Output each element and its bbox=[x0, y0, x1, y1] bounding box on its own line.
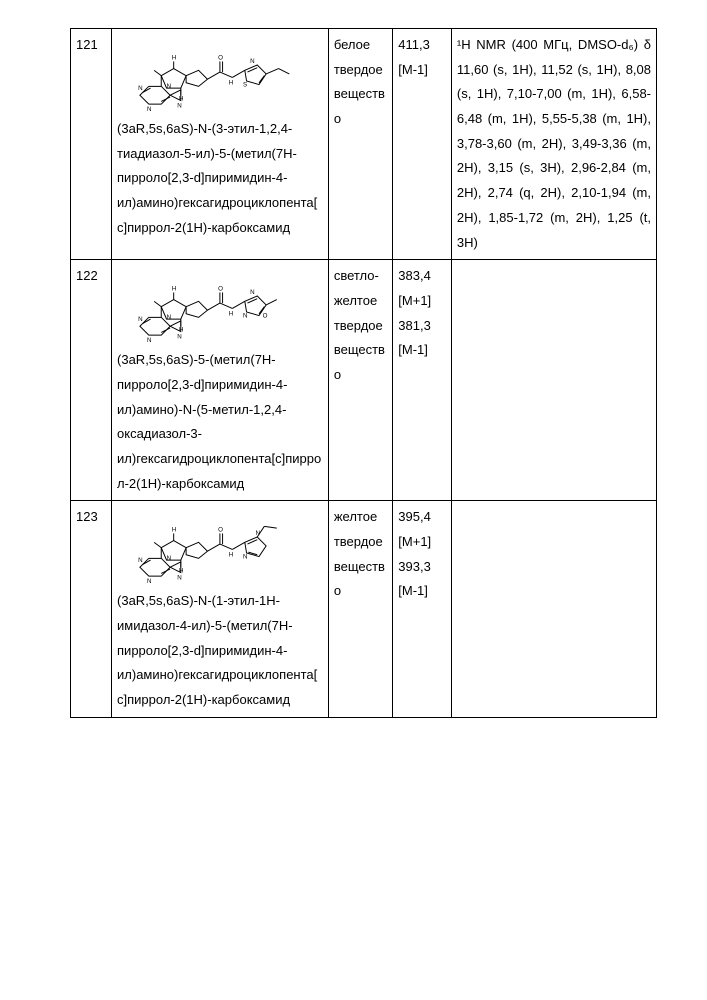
svg-text:H: H bbox=[179, 568, 184, 575]
cell-nmr: ¹H NMR (400 МГц, DMSO-d₆) δ 11,60 (s, 1H… bbox=[451, 29, 656, 260]
svg-text:N: N bbox=[147, 579, 152, 586]
cell-id: 122 bbox=[71, 260, 112, 501]
svg-text:O: O bbox=[218, 286, 223, 293]
svg-text:N: N bbox=[177, 103, 182, 110]
cell-nmr bbox=[451, 501, 656, 717]
svg-text:O: O bbox=[218, 55, 223, 62]
svg-text:H: H bbox=[229, 552, 234, 559]
svg-text:H: H bbox=[229, 80, 234, 87]
table-row: 123 bbox=[71, 501, 657, 717]
table-row: 122 bbox=[71, 260, 657, 501]
cell-compound: N N N N O H N N H H (3aR,5s,6aS)-N-(1-этил-1H… bbox=[112, 501, 329, 717]
svg-text:N: N bbox=[177, 575, 182, 582]
svg-text:H: H bbox=[172, 527, 177, 534]
svg-text:N: N bbox=[243, 313, 248, 320]
compound-name: (3aR,5s,6aS)-5-(метил(7H-пирроло[2,3-d]п… bbox=[117, 352, 321, 490]
cell-appearance: белое твердое вещество bbox=[328, 29, 392, 260]
svg-text:H: H bbox=[179, 96, 184, 103]
cell-appearance: светло-желтое твердое вещество bbox=[328, 260, 392, 501]
svg-text:N: N bbox=[138, 316, 143, 323]
svg-text:N: N bbox=[147, 337, 152, 344]
compound-table: 121 bbox=[70, 28, 657, 718]
svg-text:N: N bbox=[147, 106, 152, 113]
structure-icon: N N N N O H N S H H bbox=[117, 33, 323, 113]
svg-text:N: N bbox=[177, 334, 182, 341]
svg-text:N: N bbox=[243, 554, 248, 561]
svg-text:H: H bbox=[172, 286, 177, 293]
cell-id: 121 bbox=[71, 29, 112, 260]
structure-icon: N N N N O H N O N H H bbox=[117, 264, 323, 344]
cell-compound: N N N N O H N O N H H (3aR,5s,6aS)-5-(метил(7… bbox=[112, 260, 329, 501]
cell-nmr bbox=[451, 260, 656, 501]
svg-text:N: N bbox=[138, 85, 143, 92]
svg-text:N: N bbox=[250, 289, 255, 296]
table-row: 121 bbox=[71, 29, 657, 260]
svg-text:N: N bbox=[167, 555, 172, 562]
svg-text:H: H bbox=[229, 311, 234, 318]
cell-mass: 411,3 [M-1] bbox=[393, 29, 452, 260]
page: 121 bbox=[0, 0, 707, 1000]
svg-text:N: N bbox=[167, 314, 172, 321]
svg-text:O: O bbox=[218, 527, 223, 534]
cell-appearance: желтое твердое вещество bbox=[328, 501, 392, 717]
svg-text:S: S bbox=[243, 81, 247, 88]
svg-text:N: N bbox=[138, 557, 143, 564]
cell-mass: 383,4 [M+1] 381,3 [M-1] bbox=[393, 260, 452, 501]
cell-compound: N N N N O H N S H H (3aR,5s,6aS)-N-(3-этил-1,… bbox=[112, 29, 329, 260]
svg-text:O: O bbox=[263, 313, 268, 320]
cell-mass: 395,4 [M+1] 393,3 [M-1] bbox=[393, 501, 452, 717]
svg-text:N: N bbox=[167, 83, 172, 90]
structure-icon: N N N N O H N N H H bbox=[117, 505, 323, 585]
cell-id: 123 bbox=[71, 501, 112, 717]
compound-name: (3aR,5s,6aS)-N-(3-этил-1,2,4-тиадиазол-5… bbox=[117, 121, 317, 235]
compound-name: (3aR,5s,6aS)-N-(1-этил-1H-имидазол-4-ил)… bbox=[117, 593, 317, 707]
svg-text:N: N bbox=[255, 531, 259, 538]
svg-text:N: N bbox=[250, 58, 255, 65]
svg-text:H: H bbox=[179, 327, 184, 334]
svg-text:H: H bbox=[172, 55, 177, 62]
